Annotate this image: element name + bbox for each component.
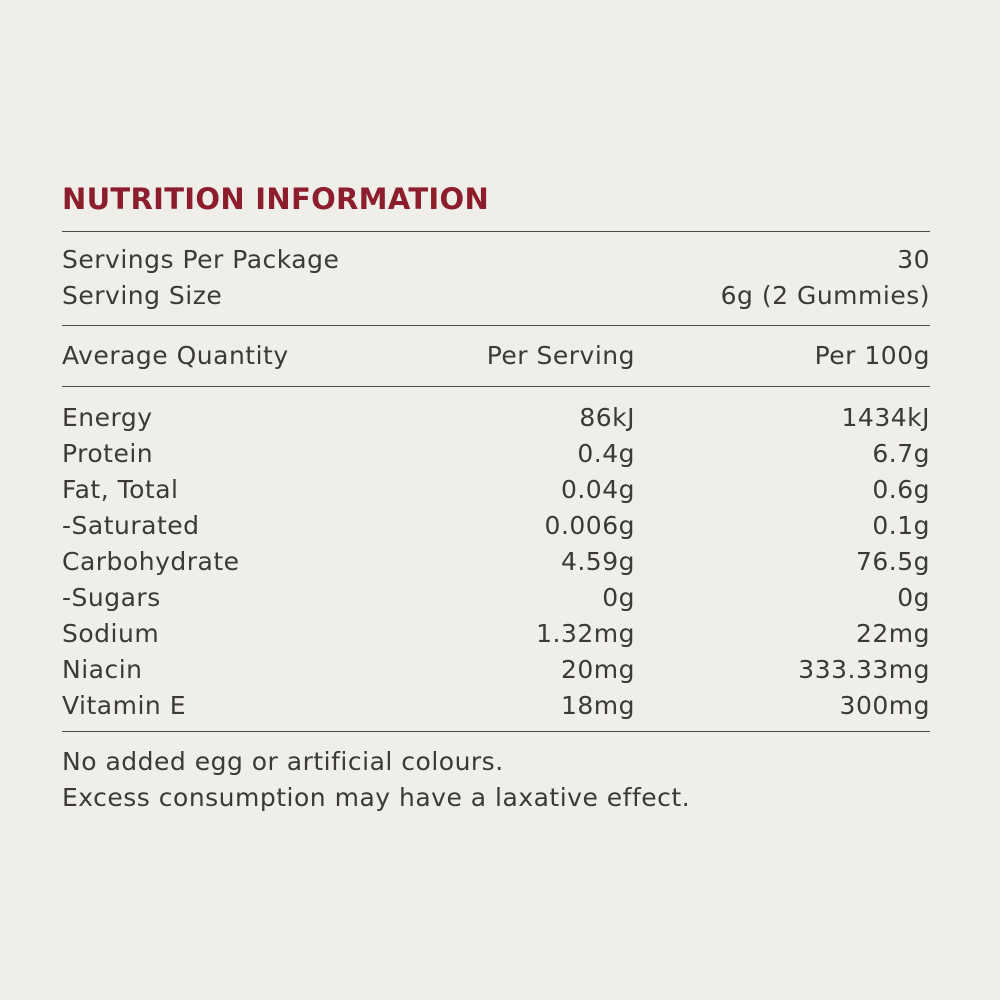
nutrient-name: Niacin <box>62 655 143 684</box>
nutrient-value: 0.6g <box>872 475 930 504</box>
column-header: Per 100g <box>814 341 930 370</box>
rule <box>62 231 930 232</box>
title: NUTRITION INFORMATION <box>62 182 490 216</box>
nutrient-name: Fat, Total <box>62 475 179 504</box>
rule <box>62 386 930 387</box>
nutrient-name: -Saturated <box>62 511 200 540</box>
serving-label: Servings Per Package <box>62 245 340 274</box>
rule <box>62 325 930 326</box>
nutrient-value: 18mg <box>560 691 635 720</box>
nutrient-value: 0.04g <box>560 475 635 504</box>
serving-value: 30 <box>897 245 930 274</box>
nutrient-value: 1434kJ <box>841 403 930 432</box>
nutrient-value: 86kJ <box>579 403 635 432</box>
nutrient-name: Protein <box>62 439 154 468</box>
nutrient-value: 76.5g <box>855 547 930 576</box>
nutrient-name: -Sugars <box>62 583 161 612</box>
nutrient-value: 0g <box>897 583 930 612</box>
column-header: Per Serving <box>486 341 635 370</box>
nutrient-value: 6.7g <box>872 439 930 468</box>
serving-label: Serving Size <box>62 281 223 310</box>
nutrient-name: Energy <box>62 403 153 432</box>
nutrient-value: 1.32mg <box>536 619 635 648</box>
note: No added egg or artificial colours. <box>62 747 504 776</box>
column-header: Average Quantity <box>62 341 289 370</box>
serving-value: 6g (2 Gummies) <box>720 281 930 310</box>
nutrient-name: Sodium <box>62 619 160 648</box>
nutrient-value: 4.59g <box>560 547 635 576</box>
nutrient-value: 0.4g <box>577 439 635 468</box>
nutrient-name: Vitamin E <box>62 691 187 720</box>
rule <box>62 731 930 732</box>
nutrient-value: 333.33mg <box>798 655 930 684</box>
nutrient-value: 20mg <box>560 655 635 684</box>
nutrient-value: 0g <box>602 583 635 612</box>
nutrient-value: 300mg <box>839 691 930 720</box>
nutrient-name: Carbohydrate <box>62 547 240 576</box>
note: Excess consumption may have a laxative e… <box>62 783 691 812</box>
nutrient-value: 0.1g <box>872 511 930 540</box>
nutrient-value: 0.006g <box>544 511 635 540</box>
nutrient-value: 22mg <box>855 619 930 648</box>
